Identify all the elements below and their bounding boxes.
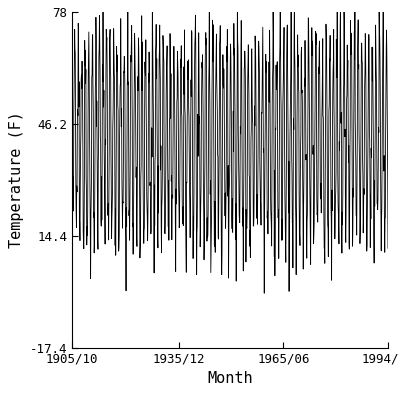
Y-axis label: Temperature (F): Temperature (F) [9, 112, 24, 248]
X-axis label: Month: Month [207, 372, 253, 386]
